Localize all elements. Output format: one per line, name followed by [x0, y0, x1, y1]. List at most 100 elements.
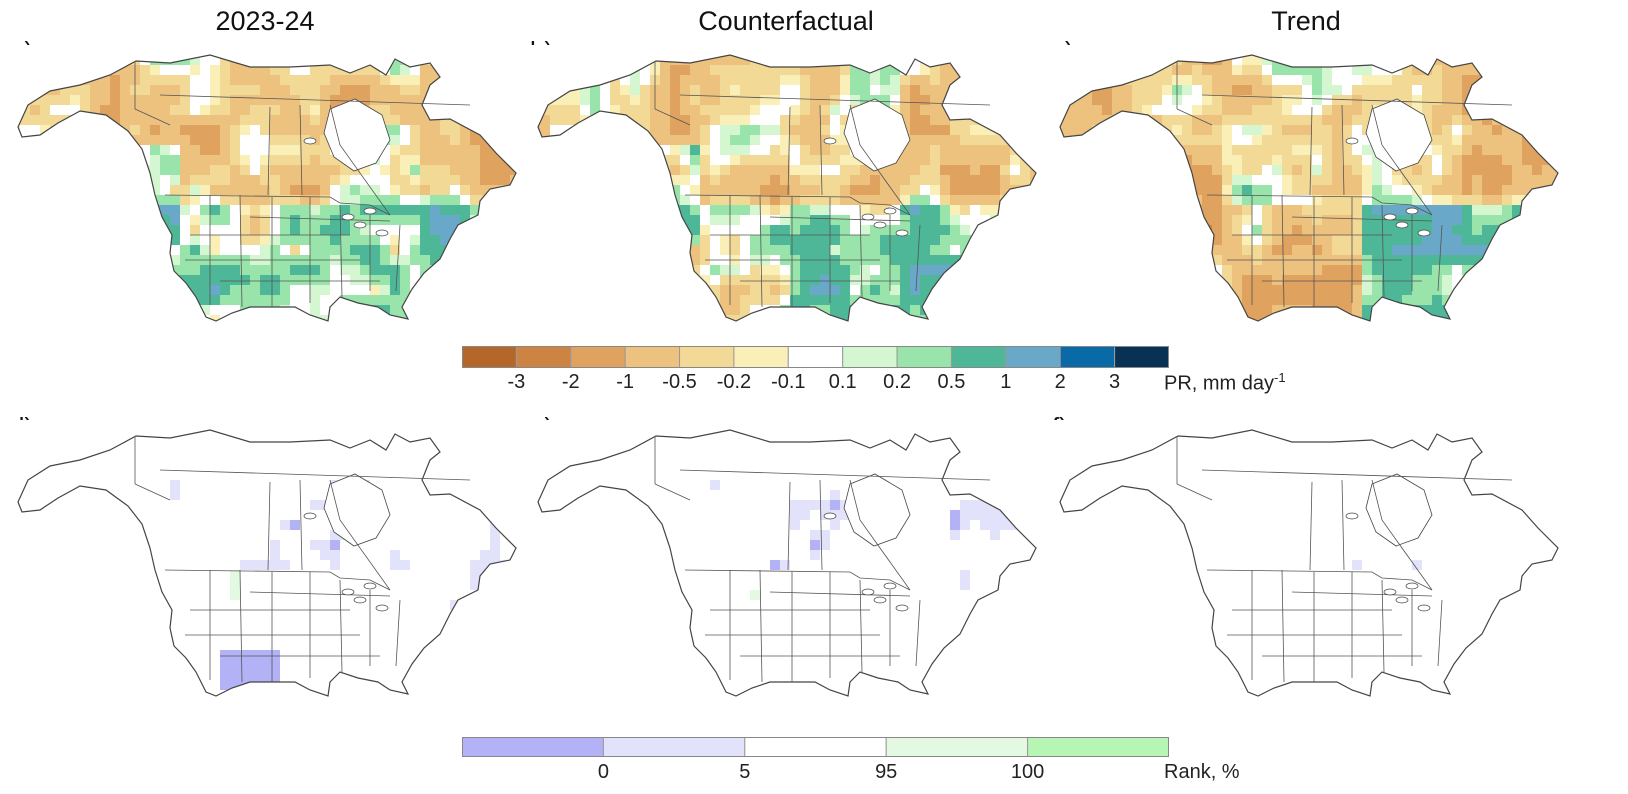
- precip-cell: [240, 205, 251, 216]
- precip-cell: [1322, 145, 1333, 156]
- precip-cell: [180, 225, 191, 236]
- precip-cell: [440, 125, 451, 136]
- precip-cell: [1092, 115, 1103, 126]
- precip-cell: [260, 245, 271, 256]
- political-boundary: [1176, 108, 1213, 126]
- precip-cell: [600, 95, 611, 106]
- precip-cell: [140, 125, 151, 136]
- precip-cell: [430, 185, 441, 196]
- precip-cell: [950, 185, 961, 196]
- precip-cell: [1262, 265, 1273, 276]
- precip-cell: [210, 135, 221, 146]
- political-boundary: [849, 104, 911, 216]
- precip-cell: [1352, 245, 1363, 256]
- precip-cell: [800, 165, 811, 176]
- precip-cell: [1252, 245, 1263, 256]
- precip-cell: [1322, 105, 1333, 116]
- precip-cell: [1192, 165, 1203, 176]
- precip-cell: [930, 95, 941, 106]
- rank-cell: [810, 500, 820, 510]
- precip-cell: [220, 55, 231, 66]
- precip-cell: [1292, 205, 1303, 216]
- precip-cell: [320, 115, 331, 126]
- precip-cell: [1332, 155, 1343, 166]
- precip-cell: [270, 225, 281, 236]
- precip-cell: [900, 145, 911, 156]
- precip-cell: [1322, 285, 1333, 296]
- precip-cell: [190, 105, 201, 116]
- precip-cell: [730, 245, 741, 256]
- precip-colorbar-swatch: [679, 346, 735, 368]
- precip-cell: [880, 95, 891, 106]
- precip-cell: [1452, 255, 1463, 266]
- precip-cell: [290, 105, 301, 116]
- coastline: [1059, 54, 1559, 322]
- precip-cell: [400, 175, 411, 186]
- precip-cell: [380, 95, 391, 106]
- political-boundary: [1341, 479, 1345, 571]
- precip-cell: [1332, 185, 1343, 196]
- precip-cell: [810, 215, 821, 226]
- precip-cell: [1202, 115, 1213, 126]
- precip-cell: [660, 125, 671, 136]
- precip-cell: [760, 285, 771, 296]
- precip-cell: [870, 185, 881, 196]
- precip-cell: [1352, 305, 1363, 316]
- precip-cell: [840, 225, 851, 236]
- precip-cell: [880, 65, 891, 76]
- precip-cell: [480, 145, 491, 156]
- precip-cell: [1522, 145, 1533, 156]
- precip-cell: [1352, 65, 1363, 76]
- lake: [1395, 596, 1409, 604]
- precip-cell: [210, 185, 221, 196]
- precip-cell: [330, 295, 341, 306]
- precip-cell: [190, 225, 201, 236]
- precip-cell: [750, 155, 761, 166]
- precip-cell: [1352, 75, 1363, 86]
- precip-cell: [1282, 295, 1293, 306]
- precip-cell: [1192, 175, 1203, 186]
- precip-cell: [760, 85, 771, 96]
- precip-cell: [290, 215, 301, 226]
- precip-cell: [1242, 145, 1253, 156]
- precip-cell: [390, 95, 401, 106]
- precip-cell: [1352, 175, 1363, 186]
- precip-cell: [1292, 195, 1303, 206]
- precip-cell: [700, 125, 711, 136]
- precip-cell: [1212, 215, 1223, 226]
- precip-cell: [1412, 285, 1423, 296]
- precip-cell: [1462, 135, 1473, 146]
- precip-cell: [700, 155, 711, 166]
- precip-cell: [300, 115, 311, 126]
- precip-cell: [1332, 195, 1343, 206]
- precip-cell: [1412, 95, 1423, 106]
- political-boundary: [819, 104, 823, 196]
- precip-cell: [320, 235, 331, 246]
- precip-cell: [1362, 225, 1373, 236]
- precip-cell: [1342, 195, 1353, 206]
- precip-cell: [230, 85, 241, 96]
- precip-cell: [1252, 185, 1263, 196]
- precip-cell: [250, 215, 261, 226]
- precip-cell: [1222, 205, 1233, 216]
- precip-cell: [900, 205, 911, 216]
- precip-colorbar-swatch: [1005, 346, 1061, 368]
- political-boundary: [329, 479, 391, 591]
- precip-cell: [130, 125, 141, 136]
- precip-cell: [1262, 215, 1273, 226]
- precip-cell: [950, 125, 961, 136]
- precip-cell: [160, 135, 171, 146]
- precip-cell: [710, 225, 721, 236]
- precip-cell: [230, 205, 241, 216]
- precip-cell: [150, 75, 161, 86]
- precip-cell: [1232, 215, 1243, 226]
- precip-cell: [180, 105, 191, 116]
- precip-cell: [960, 145, 971, 156]
- precip-cell: [210, 315, 221, 321]
- precip-cell: [900, 305, 911, 316]
- precip-cell: [760, 165, 771, 176]
- precip-cell: [1182, 135, 1193, 146]
- precip-cell: [870, 225, 881, 236]
- precip-cell: [320, 165, 331, 176]
- precip-cell: [1232, 275, 1243, 286]
